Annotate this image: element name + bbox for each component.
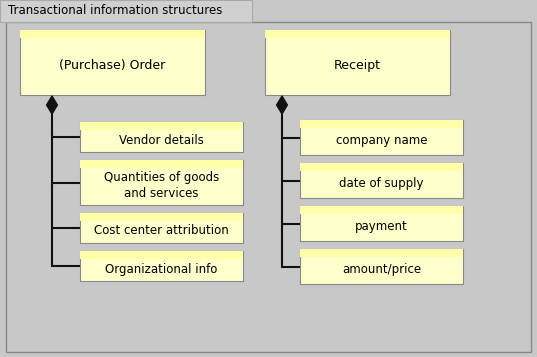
- FancyBboxPatch shape: [300, 120, 463, 128]
- FancyBboxPatch shape: [300, 163, 463, 198]
- Polygon shape: [47, 96, 57, 114]
- FancyBboxPatch shape: [265, 30, 450, 95]
- FancyBboxPatch shape: [0, 0, 252, 22]
- Text: Vendor details: Vendor details: [119, 134, 204, 146]
- Text: date of supply: date of supply: [339, 177, 424, 190]
- FancyBboxPatch shape: [80, 160, 243, 205]
- FancyBboxPatch shape: [300, 249, 463, 257]
- Text: (Purchase) Order: (Purchase) Order: [60, 59, 165, 72]
- FancyBboxPatch shape: [80, 213, 243, 243]
- FancyBboxPatch shape: [300, 120, 463, 155]
- FancyBboxPatch shape: [80, 160, 243, 168]
- FancyBboxPatch shape: [80, 213, 243, 221]
- Text: Quantities of goods
and services: Quantities of goods and services: [104, 171, 219, 200]
- Text: payment: payment: [355, 220, 408, 233]
- FancyBboxPatch shape: [80, 122, 243, 130]
- FancyBboxPatch shape: [80, 251, 243, 281]
- FancyBboxPatch shape: [80, 251, 243, 259]
- Text: Receipt: Receipt: [334, 59, 381, 72]
- FancyBboxPatch shape: [6, 22, 531, 352]
- Polygon shape: [277, 96, 287, 114]
- Text: Organizational info: Organizational info: [105, 262, 217, 276]
- FancyBboxPatch shape: [300, 163, 463, 171]
- FancyBboxPatch shape: [300, 206, 463, 241]
- FancyBboxPatch shape: [80, 122, 243, 152]
- FancyBboxPatch shape: [300, 249, 463, 284]
- FancyBboxPatch shape: [300, 206, 463, 214]
- Text: company name: company name: [336, 134, 427, 147]
- Text: amount/price: amount/price: [342, 263, 421, 276]
- FancyBboxPatch shape: [20, 30, 205, 38]
- FancyBboxPatch shape: [265, 30, 450, 38]
- Text: Transactional information structures: Transactional information structures: [8, 5, 222, 17]
- Text: Cost center attribution: Cost center attribution: [94, 225, 229, 237]
- FancyBboxPatch shape: [20, 30, 205, 95]
